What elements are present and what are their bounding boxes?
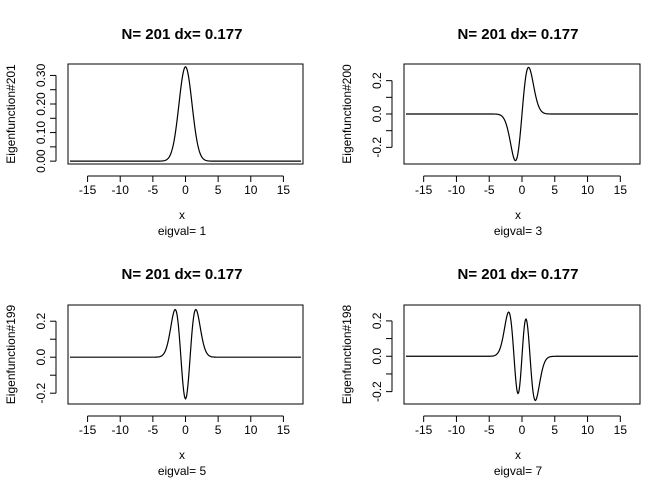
y-tick-label: 0.30 [34,63,48,87]
y-axis-label: Eigenfunction#199 [4,304,18,404]
x-axis-label: x [179,208,185,222]
x-tick-label: -10 [448,423,466,437]
x-tick-label: -5 [484,183,495,197]
x-tick-label: -15 [415,183,433,197]
x-tick-label: 5 [215,183,222,197]
eigval-label: eigval= 1 [158,224,207,238]
panel-eigenfunction-200: N= 201 dx= 0.177 -15 -10 -5 0 5 10 15 x eigval= 3… [340,26,641,238]
chart-title: N= 201 dx= 0.177 [122,266,243,283]
y-axis-label: Eigenfunction#200 [340,64,354,164]
x-tick-label: -5 [148,183,159,197]
eigenfunction-line [69,308,302,400]
y-tick-label: 0.2 [370,72,384,89]
x-tick-label: 15 [277,423,291,437]
y-tick-label: -0.2 [370,137,384,158]
panel-eigenfunction-199: N= 201 dx= 0.177 -15 -10 -5 0 5 10 15 x eigval= 5… [4,266,304,478]
x-tick-label: 5 [215,423,222,437]
eigenfunction-line [405,66,639,162]
panel-eigenfunction-198: N= 201 dx= 0.177 -15 -10 -5 0 5 10 15 x eigval= 7… [340,266,641,478]
x-tick-label: -5 [148,423,159,437]
x-tick-label: -15 [415,423,433,437]
y-tick-label: 0.0 [370,348,384,365]
x-tick-label: 5 [551,423,558,437]
x-tick-label: 0 [182,423,189,437]
x-tick-label: -10 [112,183,130,197]
y-tick-label: 0.0 [34,349,48,366]
x-tick-label: 10 [581,183,595,197]
x-tick-label: 15 [277,183,291,197]
x-tick-label: 15 [614,183,628,197]
plot-frame [403,304,641,405]
plot-frame [67,304,304,405]
x-tick-label: -5 [484,423,495,437]
y-tick-label: -0.2 [370,381,384,402]
eigenfunction-line [405,311,639,402]
x-tick-label: 10 [581,423,595,437]
x-tick-label: -15 [79,423,97,437]
x-tick-label: 0 [182,183,189,197]
plot-frame [403,63,641,165]
plot-frame [67,63,304,165]
x-tick-label: -10 [112,423,130,437]
y-tick-label: 0.2 [370,312,384,329]
y-axis-label: Eigenfunction#201 [4,64,18,164]
panel-eigenfunction-201: N= 201 dx= 0.177 -15 -10 -5 0 5 10 15 x eigval= 1… [4,26,304,238]
eigval-label: eigval= 7 [494,464,543,478]
y-tick-label: -0.2 [34,383,48,404]
eigenfunction-line [69,66,302,162]
chart-title: N= 201 dx= 0.177 [122,26,243,43]
x-tick-label: 10 [244,423,258,437]
y-tick-label: 0.0 [370,105,384,122]
chart-title: N= 201 dx= 0.177 [458,266,579,283]
eigval-label: eigval= 3 [494,224,543,238]
eigval-label: eigval= 5 [158,464,207,478]
x-tick-label: 0 [519,183,526,197]
y-axis-label: Eigenfunction#198 [340,304,354,404]
x-tick-label: 0 [519,423,526,437]
x-axis-label: x [179,448,185,462]
x-tick-label: -15 [79,183,97,197]
x-axis-label: x [515,208,521,222]
y-tick-label: 0.10 [34,121,48,145]
x-tick-label: 15 [614,423,628,437]
y-tick-label: 0.00 [34,149,48,173]
y-tick-label: 0.20 [34,92,48,116]
x-tick-label: -10 [448,183,466,197]
x-tick-label: 5 [551,183,558,197]
x-tick-label: 10 [244,183,258,197]
x-axis-label: x [515,448,521,462]
y-tick-label: 0.2 [34,313,48,330]
chart-title: N= 201 dx= 0.177 [458,26,579,43]
